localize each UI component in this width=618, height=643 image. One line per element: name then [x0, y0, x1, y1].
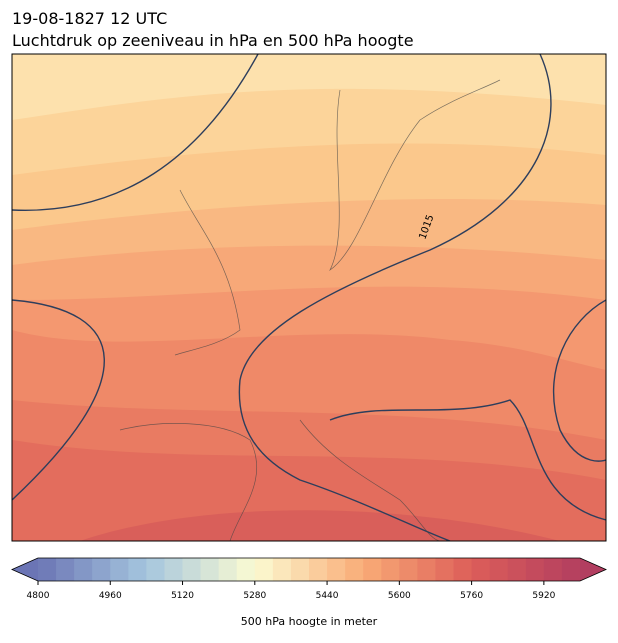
colorbar-tick-label: 5600 — [388, 591, 411, 601]
colorbar-swatch — [435, 558, 455, 581]
colorbar-swatch — [345, 558, 364, 581]
colorbar-outline — [11, 557, 607, 582]
title: 19-08-1827 12 UTC — [12, 9, 167, 28]
map: 1015 — [12, 54, 606, 541]
colorbar-swatch — [453, 558, 473, 581]
colorbar-swatch — [272, 558, 292, 581]
colorbar-swatch — [74, 558, 93, 581]
colorbar-swatch — [327, 558, 346, 581]
colorbar-tick-label: 5920 — [532, 591, 555, 601]
colorbar-swatch — [254, 558, 274, 581]
colorbar-swatch — [56, 558, 75, 581]
colorbar-tick-label: 5120 — [171, 591, 194, 601]
colorbar-tick-label: 5440 — [316, 591, 339, 601]
colorbar-tick-label: 4800 — [27, 591, 50, 601]
colorbar-swatch — [417, 558, 436, 581]
colorbar-swatch — [525, 558, 545, 581]
colorbar-tick-label: 4960 — [99, 591, 122, 601]
colorbar-swatch — [561, 558, 581, 581]
colorbar-swatch — [92, 558, 111, 581]
colorbar-swatch — [309, 558, 328, 581]
colorbar-swatch — [290, 558, 310, 581]
colorbar-extend-min — [12, 558, 38, 581]
colorbar-swatch — [543, 558, 563, 581]
colorbar-swatch — [200, 558, 220, 581]
subtitle: Luchtdruk op zeeniveau in hPa en 500 hPa… — [12, 31, 414, 50]
colorbar-swatch — [363, 558, 382, 581]
colorbar-swatch — [128, 558, 147, 581]
colorbar-swatch — [110, 558, 129, 581]
colorbar-swatch — [399, 558, 418, 581]
colorbar-swatch — [471, 558, 491, 581]
colorbar-label: 500 hPa hoogte in meter — [241, 615, 378, 628]
map-frame — [11, 53, 607, 542]
colorbar-swatch — [146, 558, 165, 581]
colorbar-swatch — [182, 558, 202, 581]
colorbar-tick-label: 5280 — [243, 591, 266, 601]
colorbar: 4800 4960 5120 5280 5440 5600 5760 5920 — [11, 557, 607, 601]
colorbar-swatch — [489, 558, 509, 581]
colorbar-swatch — [507, 558, 527, 581]
colorbar-extend-max — [580, 558, 606, 581]
colorbar-swatch — [38, 558, 57, 581]
colorbar-swatch — [236, 558, 256, 581]
colorbar-tick-label: 5760 — [460, 591, 483, 601]
colorbar-swatch — [381, 558, 400, 581]
colorbar-swatch — [218, 558, 238, 581]
colorbar-swatch — [164, 558, 184, 581]
